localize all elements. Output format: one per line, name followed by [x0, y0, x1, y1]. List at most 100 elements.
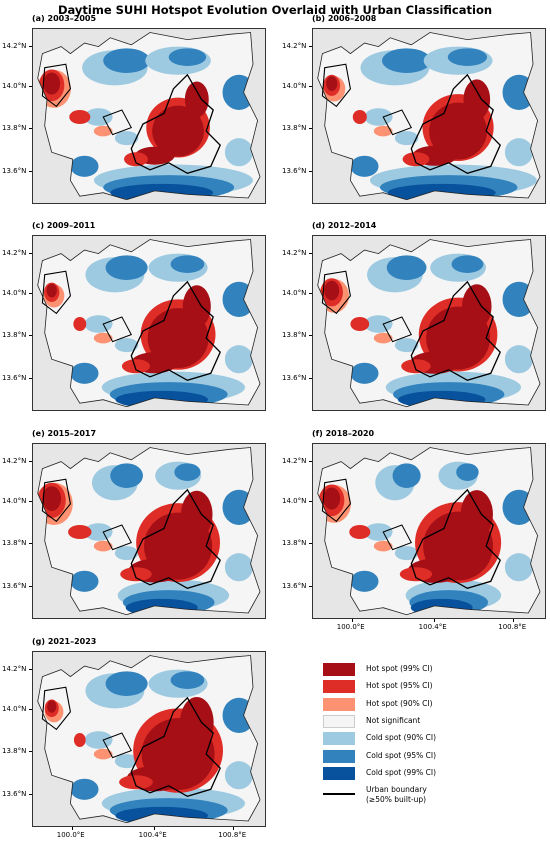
- urban-boundary: [102, 316, 133, 343]
- y-tick-mark: [29, 128, 32, 130]
- y-tick-label: 13.6°N: [2, 789, 27, 798]
- y-tick-mark: [29, 793, 32, 795]
- urban-boundary: [321, 270, 351, 315]
- map-frame: [32, 235, 266, 411]
- hot-spot-core: [119, 775, 153, 790]
- x-tick-mark: [233, 827, 235, 830]
- legend-swatch: [323, 680, 355, 694]
- cold-spot-west: [364, 108, 393, 126]
- cold-spot-east: [224, 138, 253, 167]
- urban-boundary: [130, 280, 221, 382]
- y-tick-mark: [29, 45, 32, 47]
- legend-label: Cold spot (99% CI): [366, 767, 436, 777]
- y-tick-mark: [309, 460, 312, 462]
- hot-spot-core: [179, 697, 214, 748]
- cold-spot-east: [502, 74, 536, 110]
- panel-title: (b) 2006–2008: [312, 14, 377, 23]
- cold-spot-center: [394, 546, 419, 561]
- cold-spot-east: [222, 489, 256, 525]
- y-tick-label: 13.6°N: [2, 373, 27, 382]
- y-tick-label: 13.6°N: [282, 373, 307, 382]
- x-tick-label: 100.0°E: [56, 831, 85, 839]
- y-tick-mark: [29, 751, 32, 753]
- hot-spot-west: [93, 540, 113, 552]
- cold-spot-north: [386, 255, 427, 280]
- y-tick-mark: [29, 377, 32, 379]
- legend-swatch: [323, 766, 355, 780]
- cold-spot-center: [114, 338, 139, 353]
- cold-spot-southwest: [350, 570, 379, 592]
- cold-spot-east: [224, 553, 253, 582]
- y-tick-mark: [309, 335, 312, 337]
- hot-spot-core: [402, 152, 430, 167]
- cold-spot-south: [125, 598, 198, 615]
- cold-spot-center: [114, 131, 139, 146]
- hot-spot-west: [47, 700, 57, 713]
- cold-spot-center: [114, 754, 139, 769]
- y-tick-label: 13.8°N: [2, 539, 27, 548]
- cold-spot-north: [170, 255, 205, 273]
- cold-spot-center: [394, 338, 419, 353]
- cold-spot-north: [456, 463, 479, 481]
- hot-spot-west: [43, 72, 61, 95]
- y-tick-label: 14.2°N: [2, 456, 27, 465]
- y-tick-mark: [309, 128, 312, 130]
- hot-spot-west: [323, 487, 341, 510]
- hot-spot-west: [73, 316, 87, 332]
- y-tick-mark: [309, 170, 312, 172]
- urban-boundary: [382, 109, 413, 136]
- hot-spot-core: [120, 567, 152, 582]
- y-tick-label: 13.6°N: [2, 581, 27, 590]
- panel-title: (f) 2018–2020: [312, 429, 375, 438]
- hot-spot-west: [46, 283, 57, 298]
- hot-spot-west: [68, 524, 92, 540]
- panel-title: (d) 2012–2014: [312, 221, 377, 230]
- cold-spot-center: [114, 546, 139, 561]
- hot-spot-core: [181, 490, 213, 539]
- map-frame: [312, 28, 546, 204]
- hot-spot-west: [42, 486, 62, 511]
- hot-spot-west: [93, 332, 113, 344]
- cold-spot-southwest: [70, 778, 99, 800]
- hot-spot-west: [93, 748, 113, 760]
- y-tick-mark: [29, 293, 32, 295]
- y-tick-label: 13.8°N: [2, 747, 27, 756]
- y-tick-mark: [309, 585, 312, 587]
- map-frame: [312, 235, 546, 411]
- map-frame: [312, 443, 546, 619]
- y-tick-label: 14.0°N: [2, 497, 27, 506]
- cold-spot-north: [447, 48, 488, 66]
- hot-spot-west: [373, 125, 393, 137]
- hot-spot-core: [182, 285, 211, 328]
- cold-spot-southwest: [350, 155, 379, 177]
- y-tick-mark: [309, 252, 312, 254]
- y-tick-label: 13.8°N: [282, 331, 307, 340]
- hot-spot-core: [462, 284, 492, 329]
- cold-spot-east: [224, 761, 253, 790]
- urban-boundary: [382, 524, 413, 551]
- y-tick-mark: [309, 501, 312, 503]
- cold-spot-southwest: [350, 362, 379, 384]
- hotspot-map: [317, 32, 541, 201]
- y-tick-label: 14.2°N: [282, 41, 307, 50]
- legend-swatch: [323, 714, 355, 728]
- cold-spot-south: [410, 598, 473, 615]
- urban-boundary: [130, 696, 221, 798]
- panel-title: (c) 2009–2011: [32, 221, 96, 230]
- y-tick-mark: [29, 709, 32, 711]
- hot-spot-west: [93, 125, 113, 137]
- y-tick-label: 13.6°N: [282, 581, 307, 590]
- x-tick-label: 100.8°E: [218, 831, 247, 839]
- urban-boundary: [130, 73, 221, 175]
- map-frame: [32, 28, 266, 204]
- hot-spot-west: [326, 76, 338, 91]
- y-tick-label: 14.2°N: [2, 664, 27, 673]
- hot-spot-west: [324, 280, 340, 301]
- y-tick-mark: [29, 252, 32, 254]
- urban-boundary: [382, 316, 413, 343]
- x-tick-mark: [153, 827, 155, 830]
- cold-spot-west: [84, 315, 113, 333]
- cold-spot-east: [502, 489, 536, 525]
- hot-spot-west: [73, 732, 86, 748]
- legend-label: Hot spot (95% CI): [366, 681, 433, 691]
